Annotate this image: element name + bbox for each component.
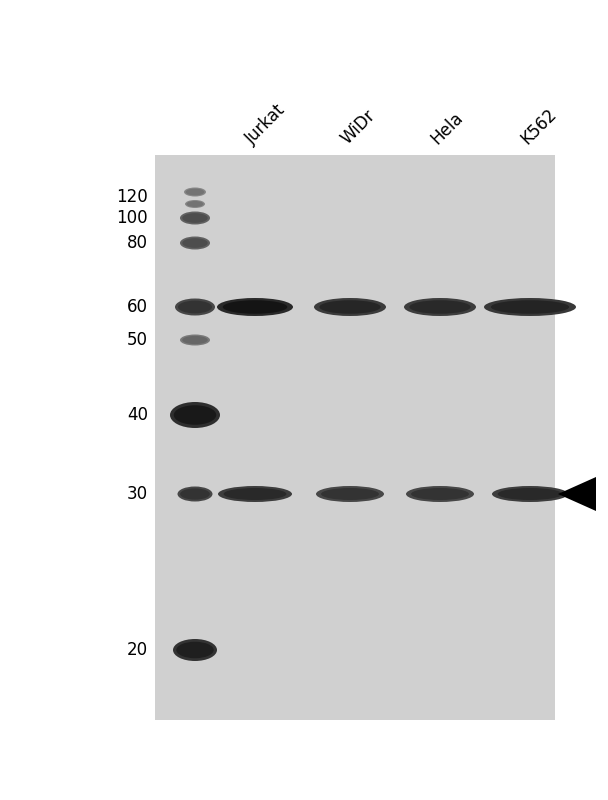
Ellipse shape [182,213,208,223]
Ellipse shape [321,488,379,500]
Text: 30: 30 [127,485,148,503]
Ellipse shape [223,300,288,314]
Ellipse shape [180,334,210,346]
Text: WiDr: WiDr [337,106,379,148]
Ellipse shape [170,402,220,428]
Ellipse shape [492,486,568,502]
Ellipse shape [491,300,569,314]
Ellipse shape [411,488,469,500]
Ellipse shape [224,488,286,500]
Ellipse shape [319,300,381,314]
Ellipse shape [316,486,384,502]
Text: 60: 60 [127,298,148,316]
Ellipse shape [174,406,216,425]
Ellipse shape [180,211,210,225]
Ellipse shape [176,642,213,658]
Ellipse shape [218,486,292,502]
Ellipse shape [184,187,206,197]
Ellipse shape [178,486,213,502]
Bar [155,155,555,720]
Ellipse shape [409,300,471,314]
Ellipse shape [185,200,205,208]
Polygon shape [558,477,596,511]
Text: 80: 80 [127,234,148,252]
Text: Jurkat: Jurkat [242,101,289,148]
Ellipse shape [180,488,210,500]
Ellipse shape [173,639,217,661]
Text: 50: 50 [127,331,148,349]
Ellipse shape [182,336,208,344]
Ellipse shape [217,298,293,316]
Ellipse shape [484,298,576,316]
Ellipse shape [182,238,208,248]
Text: 120: 120 [116,188,148,206]
Ellipse shape [187,201,204,207]
Ellipse shape [180,237,210,250]
Text: 20: 20 [127,641,148,659]
Ellipse shape [178,301,212,314]
Ellipse shape [498,488,562,500]
Ellipse shape [175,298,215,315]
Ellipse shape [185,189,204,195]
Text: 40: 40 [127,406,148,424]
Text: 100: 100 [116,209,148,227]
Ellipse shape [404,298,476,316]
Text: Hela: Hela [427,109,466,148]
Ellipse shape [314,298,386,316]
Ellipse shape [406,486,474,502]
Text: K562: K562 [517,106,560,148]
